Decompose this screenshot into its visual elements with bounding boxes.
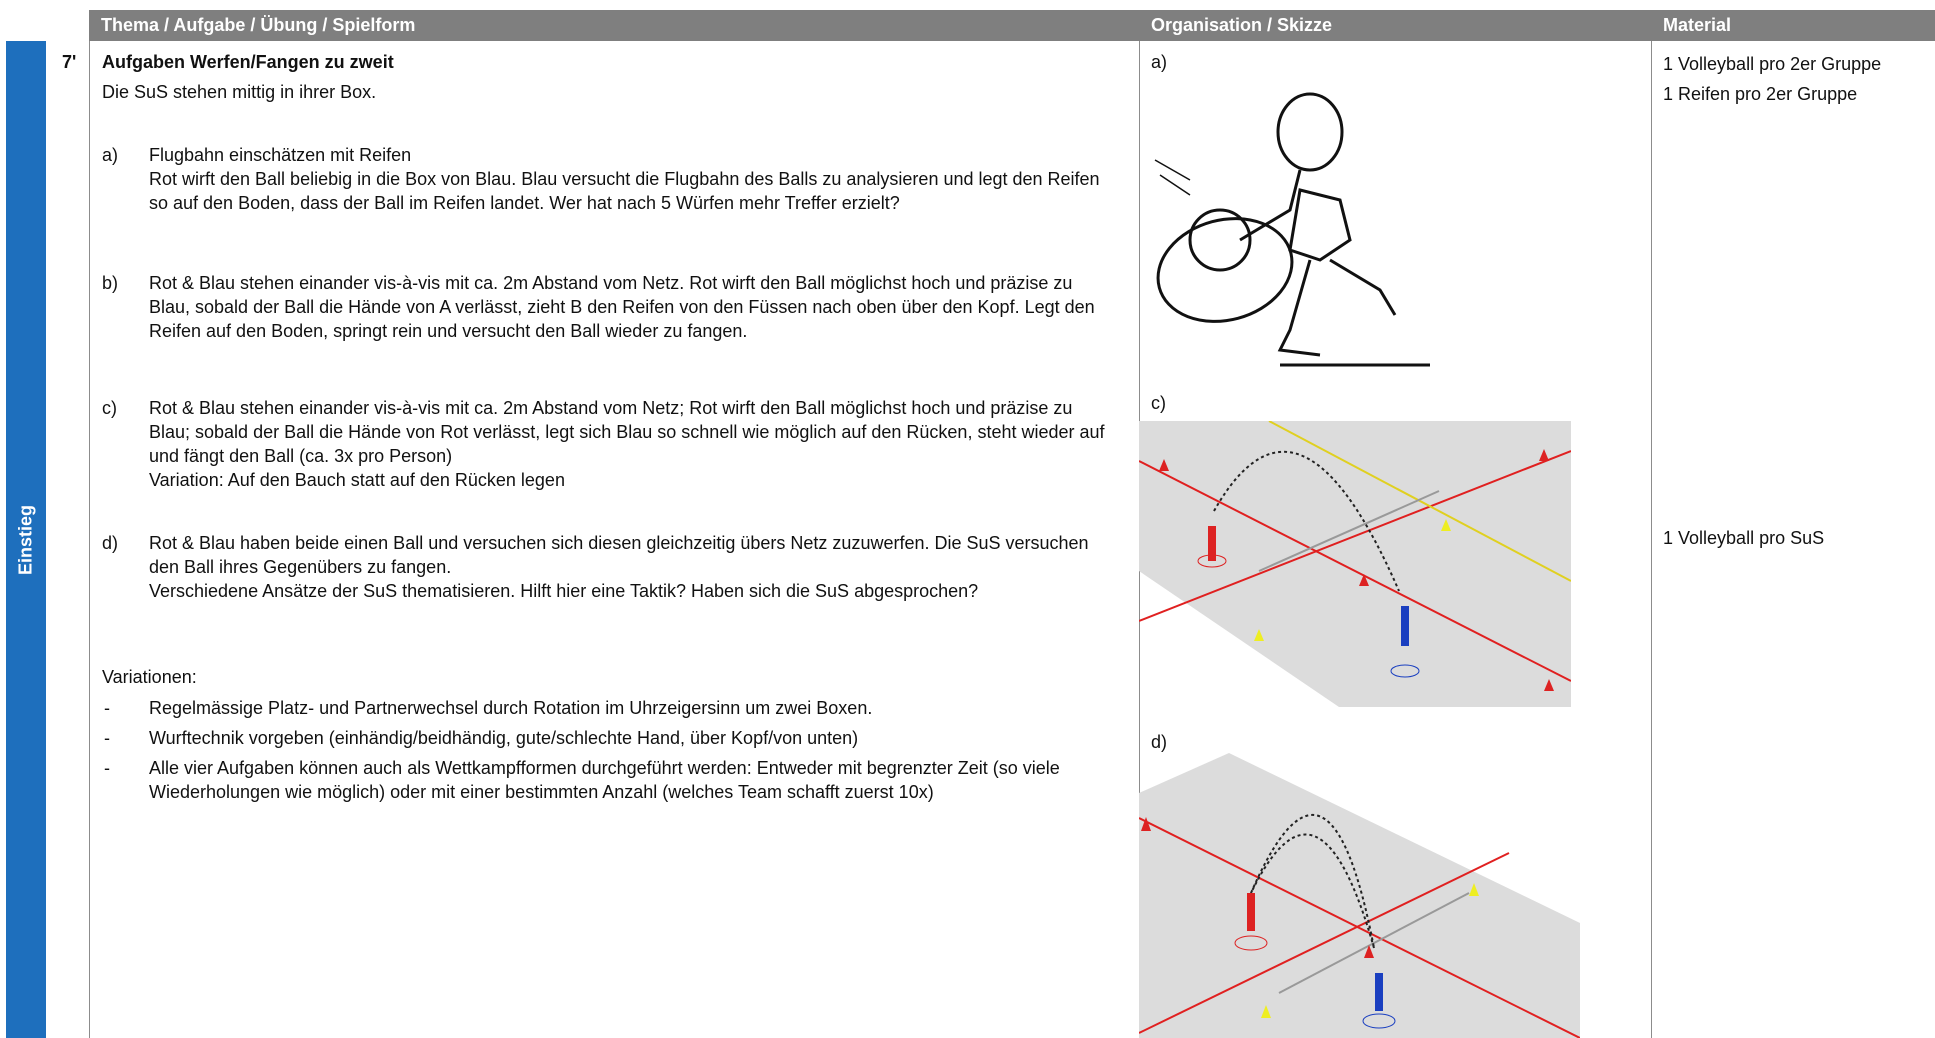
header-text: Thema / Aufgabe / Übung / Spielform — [101, 15, 416, 35]
item-text: Rot & Blau haben beide einen Ball und ve… — [149, 533, 1089, 577]
item-marker: d) — [102, 533, 119, 553]
item-body: Rot & Blau stehen einander vis-à-vis mit… — [149, 396, 1109, 492]
variation-marker: - — [104, 758, 110, 778]
item-text: Rot & Blau stehen einander vis-à-vis mit… — [149, 398, 1105, 466]
variation-text: Alle vier Aufgaben können auch als Wettk… — [149, 758, 1060, 802]
material-list: 1 Volleyball pro 2er Gruppe 1 Reifen pro… — [1663, 52, 1923, 550]
time: 7' — [62, 52, 77, 72]
item-body: Rot & Blau stehen einander vis-à-vis mit… — [149, 271, 1109, 343]
item-body: Flugbahn einschätzen mit Reifen Rot wirft… — [149, 143, 1109, 215]
item-body: Rot & Blau haben beide einen Ball und ve… — [149, 531, 1109, 603]
variation-text: Regelmässige Platz- und Partnerwechsel d… — [149, 698, 873, 718]
variation-text: Wurftechnik vorgeben (einhändig/beidhänd… — [149, 728, 859, 748]
item-marker: a) — [102, 145, 119, 165]
section-label: Einstieg — [15, 504, 36, 576]
variation-marker: - — [104, 728, 110, 748]
item-text: Rot & Blau stehen einander vis-à-vis mit… — [149, 273, 1095, 341]
section-bar — [6, 41, 46, 1038]
column-border — [1651, 41, 1652, 1038]
sketch-a — [1154, 92, 1430, 367]
variations-title: Variationen: — [102, 667, 197, 687]
material-item: 1 Volleyball pro 2er Gruppe — [1663, 54, 1882, 74]
item-marker: b) — [102, 273, 119, 293]
variation-marker: - — [104, 698, 110, 718]
item-text: Verschiedene Ansätze der SuS thematisier… — [149, 581, 979, 601]
header-text: Material — [1651, 10, 1935, 41]
item-text: Variation: Auf den Bauch statt auf den R… — [149, 470, 565, 490]
column-border — [89, 41, 90, 1038]
item-text: Rot wirft den Ball beliebig in die Box v… — [149, 169, 1100, 213]
material-item: 1 Reifen pro 2er Gruppe — [1663, 84, 1858, 104]
sketch-label: c) — [1151, 393, 1166, 413]
sketch-d — [1139, 753, 1580, 1038]
sketch-c — [1139, 421, 1571, 707]
header-cell — [89, 10, 1139, 41]
header-text: Organisation / Skizze — [1139, 10, 1651, 41]
item-text: Flugbahn einschätzen mit Reifen — [149, 145, 412, 165]
task-intro: Die SuS stehen mittig in ihrer Box. — [102, 82, 377, 102]
sketch-label: d) — [1151, 732, 1168, 752]
task-title: Aufgaben Werfen/Fangen zu zweit — [102, 52, 394, 72]
material-item: 1 Volleyball pro SuS — [1663, 528, 1825, 548]
sketch-label: a) — [1151, 52, 1168, 72]
item-marker: c) — [102, 398, 117, 418]
